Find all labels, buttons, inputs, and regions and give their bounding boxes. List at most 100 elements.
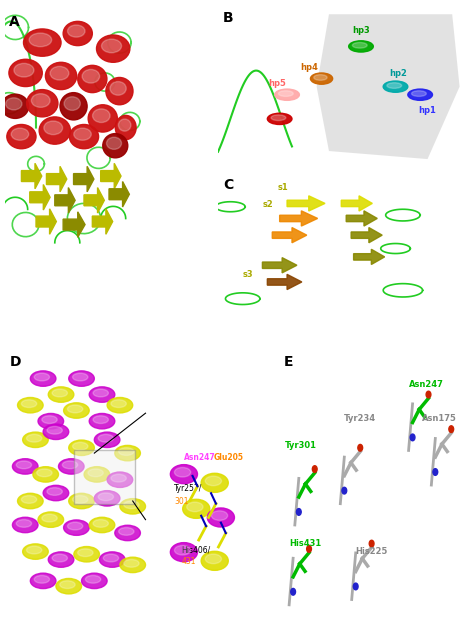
Ellipse shape (411, 91, 426, 97)
FancyArrow shape (92, 209, 113, 234)
FancyArrow shape (280, 211, 318, 226)
Circle shape (369, 540, 374, 547)
Text: A: A (9, 15, 19, 29)
FancyArrow shape (109, 181, 129, 207)
Ellipse shape (38, 413, 64, 429)
Ellipse shape (88, 469, 103, 477)
Ellipse shape (118, 527, 134, 535)
Ellipse shape (98, 493, 114, 501)
FancyArrow shape (100, 163, 121, 189)
Ellipse shape (31, 93, 50, 107)
Ellipse shape (64, 520, 89, 535)
Ellipse shape (89, 517, 115, 533)
Text: hp4: hp4 (301, 63, 318, 72)
Text: His431: His431 (289, 539, 321, 548)
Ellipse shape (107, 472, 133, 487)
Ellipse shape (69, 440, 94, 456)
Ellipse shape (34, 373, 50, 381)
Ellipse shape (170, 465, 198, 483)
Ellipse shape (67, 405, 83, 413)
Ellipse shape (52, 554, 67, 562)
Ellipse shape (408, 89, 432, 100)
FancyArrow shape (354, 249, 385, 264)
Circle shape (426, 391, 431, 398)
Ellipse shape (82, 69, 100, 83)
Ellipse shape (39, 117, 71, 144)
FancyArrow shape (21, 163, 42, 189)
Ellipse shape (115, 115, 136, 140)
Ellipse shape (98, 435, 114, 442)
Text: Asn175: Asn175 (422, 414, 457, 423)
Ellipse shape (7, 124, 36, 149)
Text: s2: s2 (263, 200, 273, 209)
Ellipse shape (101, 39, 121, 53)
Ellipse shape (44, 121, 63, 135)
Ellipse shape (67, 25, 85, 37)
Ellipse shape (27, 90, 58, 117)
Ellipse shape (73, 496, 88, 503)
Ellipse shape (103, 554, 118, 562)
Ellipse shape (93, 389, 109, 397)
Ellipse shape (47, 488, 63, 495)
Ellipse shape (207, 508, 235, 527)
Ellipse shape (52, 389, 67, 397)
Ellipse shape (111, 400, 126, 407)
Ellipse shape (30, 573, 56, 589)
Text: hp2: hp2 (389, 69, 407, 78)
Ellipse shape (56, 579, 82, 594)
Circle shape (296, 509, 301, 515)
FancyArrow shape (36, 209, 56, 234)
FancyArrow shape (351, 228, 382, 243)
Ellipse shape (69, 124, 99, 149)
Ellipse shape (29, 33, 52, 46)
Ellipse shape (107, 397, 133, 413)
FancyArrow shape (341, 196, 373, 211)
FancyArrow shape (287, 196, 325, 211)
Ellipse shape (9, 59, 42, 87)
Ellipse shape (48, 387, 74, 402)
Text: Glu205: Glu205 (213, 453, 244, 462)
Ellipse shape (60, 93, 87, 120)
Ellipse shape (67, 522, 83, 530)
Ellipse shape (174, 545, 191, 555)
Text: hp1: hp1 (419, 106, 437, 115)
Circle shape (449, 426, 454, 433)
Ellipse shape (84, 467, 109, 482)
Ellipse shape (267, 113, 292, 124)
Ellipse shape (310, 73, 333, 84)
Circle shape (312, 465, 317, 472)
Ellipse shape (63, 22, 92, 46)
Ellipse shape (100, 552, 125, 567)
Ellipse shape (12, 459, 38, 474)
Ellipse shape (69, 493, 94, 509)
Ellipse shape (118, 448, 134, 456)
FancyArrow shape (63, 212, 85, 237)
Ellipse shape (21, 496, 37, 503)
Ellipse shape (34, 576, 50, 583)
Ellipse shape (120, 499, 146, 514)
Text: D: D (10, 355, 21, 369)
Ellipse shape (111, 474, 126, 482)
Ellipse shape (205, 554, 221, 564)
FancyBboxPatch shape (74, 451, 135, 504)
Ellipse shape (12, 517, 38, 533)
Ellipse shape (21, 400, 37, 407)
Ellipse shape (120, 557, 146, 573)
Ellipse shape (275, 89, 300, 100)
Ellipse shape (73, 443, 88, 450)
Text: Asn247: Asn247 (409, 379, 444, 389)
Circle shape (433, 469, 438, 475)
Text: E: E (283, 355, 293, 369)
Text: B: B (223, 11, 234, 25)
Ellipse shape (97, 35, 130, 63)
Ellipse shape (314, 75, 327, 80)
Text: C: C (223, 178, 233, 193)
Text: s3: s3 (243, 270, 253, 279)
Ellipse shape (89, 387, 115, 402)
Text: hp5: hp5 (268, 79, 286, 88)
Ellipse shape (187, 502, 203, 512)
Text: Tyr234: Tyr234 (344, 414, 376, 423)
Ellipse shape (182, 500, 210, 518)
Text: His225: His225 (356, 547, 388, 556)
FancyArrow shape (73, 167, 94, 192)
